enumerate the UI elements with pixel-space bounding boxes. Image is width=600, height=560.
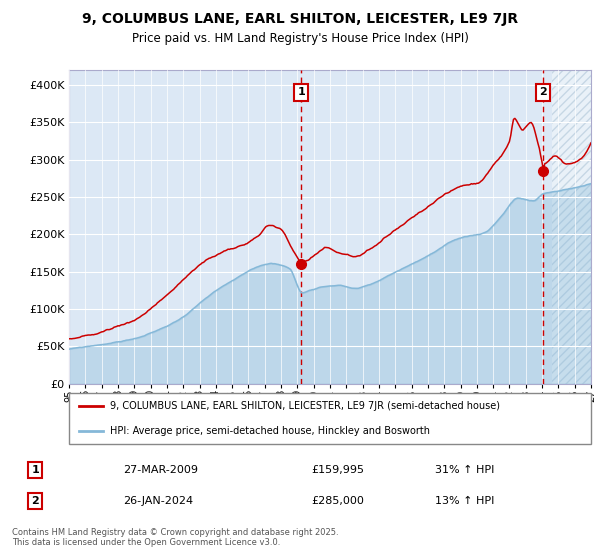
Text: 31% ↑ HPI: 31% ↑ HPI: [435, 465, 494, 475]
Text: 9, COLUMBUS LANE, EARL SHILTON, LEICESTER, LE9 7JR (semi-detached house): 9, COLUMBUS LANE, EARL SHILTON, LEICESTE…: [110, 401, 500, 411]
Text: HPI: Average price, semi-detached house, Hinckley and Bosworth: HPI: Average price, semi-detached house,…: [110, 426, 430, 436]
Text: 2: 2: [32, 496, 39, 506]
Text: Contains HM Land Registry data © Crown copyright and database right 2025.
This d: Contains HM Land Registry data © Crown c…: [12, 528, 338, 547]
Text: 9, COLUMBUS LANE, EARL SHILTON, LEICESTER, LE9 7JR: 9, COLUMBUS LANE, EARL SHILTON, LEICESTE…: [82, 12, 518, 26]
Text: 27-MAR-2009: 27-MAR-2009: [124, 465, 199, 475]
Text: 2: 2: [539, 87, 547, 97]
Text: £285,000: £285,000: [312, 496, 365, 506]
Text: 1: 1: [32, 465, 39, 475]
Text: 26-JAN-2024: 26-JAN-2024: [124, 496, 194, 506]
Text: Price paid vs. HM Land Registry's House Price Index (HPI): Price paid vs. HM Land Registry's House …: [131, 32, 469, 45]
Text: £159,995: £159,995: [312, 465, 365, 475]
Text: 1: 1: [297, 87, 305, 97]
Text: 13% ↑ HPI: 13% ↑ HPI: [435, 496, 494, 506]
